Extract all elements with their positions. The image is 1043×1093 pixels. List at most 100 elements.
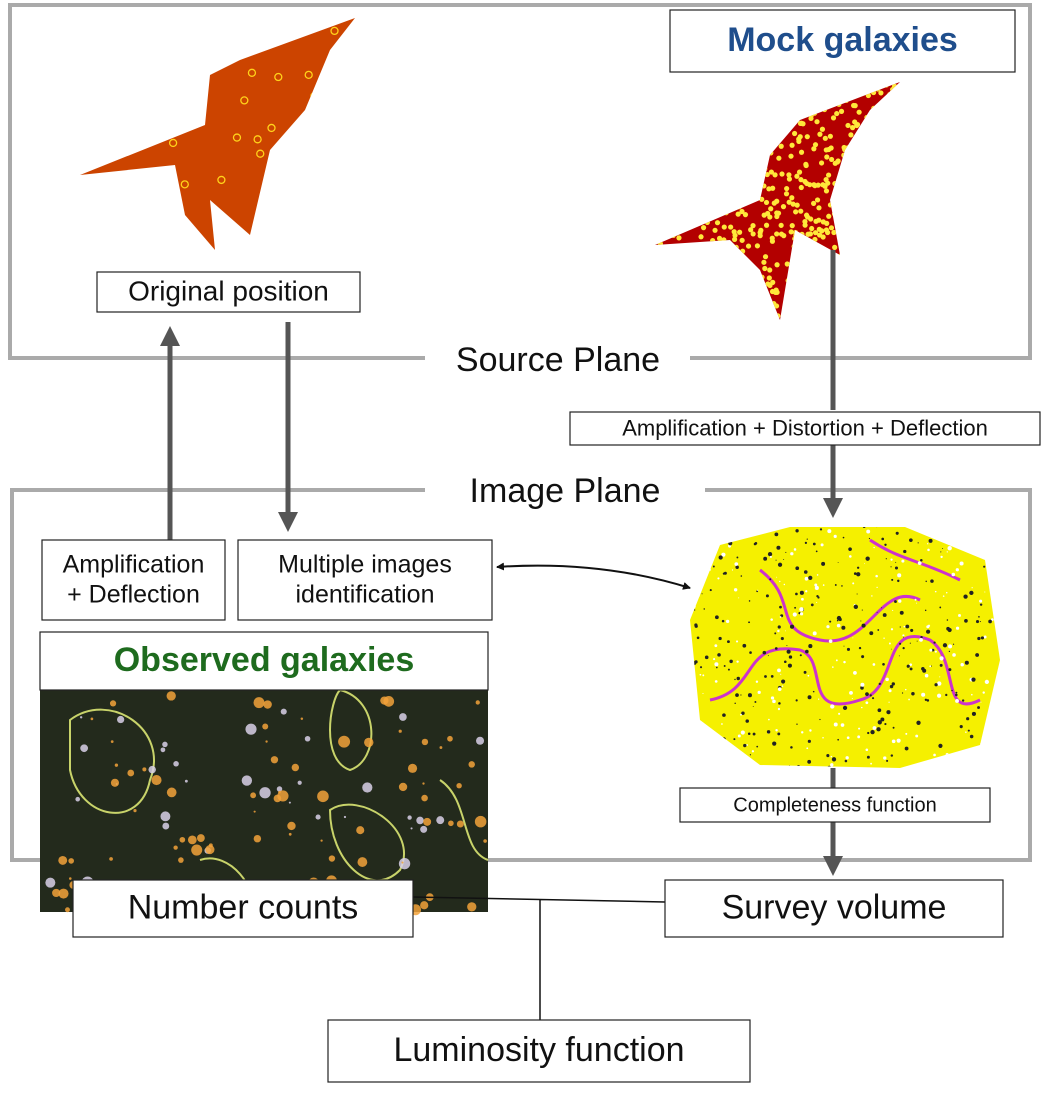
galaxy-dot bbox=[262, 723, 269, 730]
map-dot bbox=[718, 636, 722, 641]
mock-dot bbox=[732, 236, 738, 242]
mock-dot bbox=[697, 121, 704, 127]
mock-dot bbox=[875, 230, 881, 236]
mock-dot bbox=[841, 152, 847, 158]
mock-dot bbox=[670, 232, 676, 238]
mock-dot bbox=[813, 218, 819, 224]
mock-dot bbox=[804, 214, 811, 220]
source-dot bbox=[118, 83, 127, 93]
mock-dot bbox=[710, 255, 716, 261]
map-dot bbox=[930, 579, 934, 583]
mock-dot bbox=[707, 273, 713, 280]
mock-dot bbox=[816, 93, 823, 99]
mock-dot bbox=[887, 209, 894, 216]
mock-dot bbox=[872, 288, 878, 294]
map-dot bbox=[778, 702, 781, 705]
mock-dot bbox=[745, 157, 751, 163]
mock-dot bbox=[666, 82, 673, 85]
mock-dot bbox=[883, 82, 889, 88]
mock-dot bbox=[774, 262, 780, 268]
mock-dot bbox=[861, 163, 867, 170]
map-dot bbox=[808, 575, 813, 580]
source-plane-label: Source Plane bbox=[456, 341, 660, 379]
mock-dot bbox=[686, 199, 693, 205]
mock-dot bbox=[665, 248, 671, 254]
mock-dot bbox=[668, 304, 674, 310]
mock-dot bbox=[774, 85, 780, 91]
map-dot bbox=[869, 631, 874, 636]
map-dot bbox=[826, 625, 830, 629]
mock-dot bbox=[820, 263, 827, 269]
map-dot bbox=[979, 603, 983, 606]
mock-dot bbox=[850, 145, 856, 151]
map-dot bbox=[808, 644, 813, 649]
map-dot bbox=[849, 555, 852, 558]
mock-dot bbox=[823, 303, 830, 309]
mock-dot bbox=[761, 118, 767, 124]
map-dot bbox=[910, 628, 914, 632]
mock-dot bbox=[700, 279, 706, 285]
galaxy-dot bbox=[191, 844, 203, 856]
mock-dot bbox=[793, 232, 799, 239]
mock-dot bbox=[699, 105, 705, 111]
map-dot bbox=[892, 609, 894, 611]
map-dot bbox=[971, 693, 973, 696]
mock-dot bbox=[647, 205, 652, 210]
map-dot bbox=[790, 624, 795, 629]
mock-dot bbox=[657, 182, 663, 189]
mock-dot bbox=[718, 82, 724, 86]
map-dot bbox=[892, 726, 895, 729]
galaxy-dot bbox=[127, 769, 135, 777]
galaxy-dot bbox=[178, 857, 184, 863]
map-dot bbox=[891, 739, 896, 744]
mock-dot bbox=[697, 83, 703, 89]
map-dot bbox=[894, 600, 897, 603]
map-dot bbox=[835, 659, 838, 662]
map-dot bbox=[877, 708, 882, 713]
mock-dot bbox=[764, 150, 770, 156]
map-dot bbox=[755, 680, 759, 683]
mock-dot bbox=[861, 203, 867, 209]
map-dot bbox=[990, 618, 994, 621]
mock-dot bbox=[869, 303, 875, 310]
map-dot bbox=[748, 621, 750, 624]
mock-dot bbox=[750, 231, 756, 237]
mock-dot bbox=[867, 117, 873, 123]
mock-dot bbox=[890, 95, 896, 101]
mock-dot bbox=[797, 234, 804, 240]
map-dot bbox=[770, 675, 774, 678]
map-dot bbox=[890, 754, 894, 757]
mock-dot bbox=[682, 292, 688, 298]
mock-dot bbox=[655, 108, 658, 114]
map-dot bbox=[853, 604, 858, 609]
source-dot bbox=[304, 70, 313, 80]
mock-dot bbox=[673, 254, 679, 260]
mock-dot bbox=[834, 202, 840, 209]
map-dot bbox=[939, 676, 941, 678]
map-dot bbox=[865, 748, 869, 752]
mock-dot bbox=[693, 145, 699, 151]
map-dot bbox=[872, 726, 877, 730]
map-dot bbox=[780, 673, 782, 675]
map-dot bbox=[753, 542, 757, 546]
mock-dot bbox=[655, 297, 658, 304]
mock-dot bbox=[892, 273, 899, 279]
mock-dot bbox=[770, 123, 776, 129]
map-dot bbox=[833, 534, 837, 538]
mock-dot bbox=[809, 251, 815, 257]
map-dot bbox=[714, 662, 719, 667]
source-dot bbox=[310, 91, 319, 101]
mock-dot bbox=[873, 299, 879, 306]
mock-dot bbox=[696, 104, 702, 111]
mock-dot bbox=[861, 267, 867, 273]
mock-dot bbox=[887, 91, 893, 98]
map-dot bbox=[853, 670, 857, 675]
map-dot bbox=[692, 719, 697, 724]
mock-dot bbox=[754, 139, 760, 145]
galaxy-dot bbox=[65, 907, 70, 913]
map-dot bbox=[988, 619, 992, 624]
source-dot bbox=[195, 83, 205, 92]
map-dot bbox=[707, 546, 710, 549]
mock-dot bbox=[666, 266, 672, 272]
mock-dot bbox=[712, 227, 718, 233]
